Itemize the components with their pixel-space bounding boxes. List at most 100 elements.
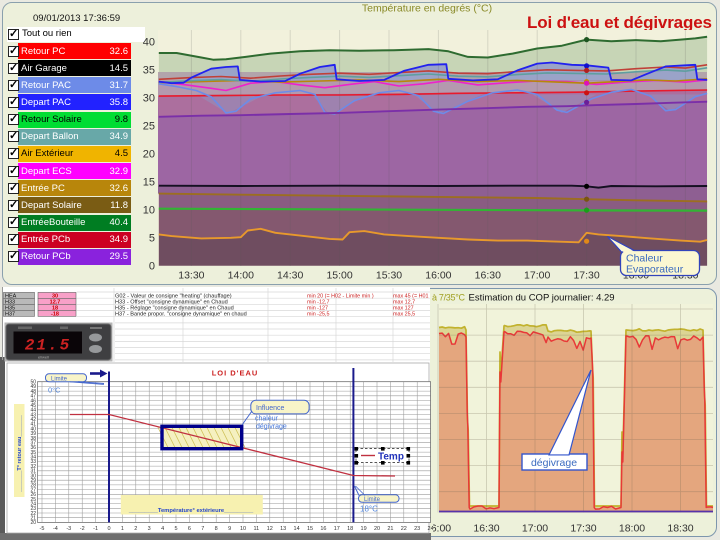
svg-text:47: 47: [30, 394, 36, 400]
svg-text:40: 40: [143, 36, 155, 48]
svg-text:min -25,5: min -25,5: [307, 311, 329, 317]
svg-text:32: 32: [30, 464, 36, 470]
svg-text:46: 46: [30, 398, 36, 404]
svg-text:27: 27: [30, 487, 36, 493]
svg-text:Temp: Temp: [378, 452, 404, 463]
svg-text:19: 19: [361, 526, 367, 532]
svg-text:Température en degrés (°C): Température en degrés (°C): [362, 3, 492, 15]
svg-text:-18: -18: [51, 311, 59, 317]
svg-text:35: 35: [30, 450, 36, 456]
svg-text:23: 23: [414, 526, 420, 532]
svg-text:42: 42: [30, 417, 36, 423]
svg-text:14:00: 14:00: [228, 270, 254, 282]
svg-text:17:30: 17:30: [570, 523, 596, 535]
svg-text:-5: -5: [40, 526, 45, 532]
svg-text:25: 25: [30, 497, 36, 503]
svg-text:25: 25: [143, 120, 155, 132]
svg-text:0: 0: [107, 526, 110, 532]
svg-text:30: 30: [143, 92, 155, 104]
svg-text:15:00: 15:00: [326, 270, 352, 282]
svg-text:Evaporateur: Evaporateur: [626, 264, 684, 276]
svg-text:18:00: 18:00: [619, 523, 645, 535]
svg-text:16: 16: [320, 526, 326, 532]
svg-text:28: 28: [30, 483, 36, 489]
svg-text:0: 0: [149, 260, 155, 272]
svg-text:22: 22: [401, 526, 407, 532]
svg-text:5: 5: [174, 526, 177, 532]
svg-text:18:30: 18:30: [667, 523, 693, 535]
svg-text:21: 21: [30, 516, 36, 522]
svg-text:24: 24: [428, 526, 434, 532]
svg-text:H37 - Bande propor. "consigne: H37 - Bande propor. "consigne dynamique"…: [115, 311, 247, 317]
svg-text:max 25,5: max 25,5: [393, 311, 415, 317]
svg-text:9: 9: [228, 526, 231, 532]
svg-text:eliwell: eliwell: [38, 355, 49, 360]
svg-text:15: 15: [307, 526, 313, 532]
svg-text:40: 40: [30, 426, 36, 432]
svg-text:12: 12: [267, 526, 273, 532]
svg-text:15: 15: [143, 176, 155, 188]
svg-text:24: 24: [30, 501, 36, 507]
svg-text:35: 35: [143, 64, 155, 76]
svg-text:21.5: 21.5: [25, 337, 71, 355]
svg-text:20: 20: [143, 148, 155, 160]
svg-text:22: 22: [30, 511, 36, 517]
svg-text:17: 17: [334, 526, 340, 532]
svg-text:à 7/35°C: à 7/35°C: [432, 293, 466, 303]
svg-text:_________Température° extérieu: _________Température° extérieure________…: [128, 508, 254, 514]
svg-text:5: 5: [149, 232, 155, 244]
svg-text:23: 23: [30, 506, 36, 512]
svg-text:13:30: 13:30: [178, 270, 204, 282]
svg-text:HEA: HEA: [5, 293, 17, 299]
svg-text:45: 45: [30, 403, 36, 409]
svg-text:Chaleur: Chaleur: [626, 253, 663, 265]
svg-text:max 127: max 127: [393, 305, 414, 311]
svg-text:26: 26: [30, 492, 36, 498]
svg-text:13: 13: [280, 526, 286, 532]
svg-text:-4: -4: [53, 526, 58, 532]
svg-text:4: 4: [161, 526, 164, 532]
svg-text:30: 30: [30, 473, 36, 479]
svg-text:17:30: 17:30: [573, 270, 599, 282]
svg-text:39: 39: [30, 431, 36, 437]
svg-text:18: 18: [52, 305, 58, 311]
svg-text:Estimation du COP journalier:: Estimation du COP journalier: 4.29: [469, 293, 615, 304]
svg-text:_______T° retour eau_______: _______T° retour eau_______: [17, 414, 23, 493]
svg-text:-2: -2: [80, 526, 85, 532]
svg-text:min 20 (= H02 - Limite min ): min 20 (= H02 - Limite min ): [307, 293, 374, 299]
svg-text:Limite: Limite: [364, 497, 381, 503]
svg-text:41: 41: [30, 422, 36, 428]
svg-text:38: 38: [30, 436, 36, 442]
svg-text:33: 33: [30, 459, 36, 465]
svg-text:44: 44: [30, 408, 36, 414]
svg-text:20: 20: [374, 526, 380, 532]
svg-text:H33: H33: [5, 299, 15, 305]
svg-text:-3: -3: [66, 526, 71, 532]
svg-text:-1: -1: [93, 526, 98, 532]
svg-text:14:30: 14:30: [277, 270, 303, 282]
svg-text:dégivrage: dégivrage: [256, 424, 287, 431]
svg-text:G02 - Valeur de consigne "heat: G02 - Valeur de consigne "heating" (chau…: [115, 293, 232, 299]
svg-text:36: 36: [30, 445, 36, 451]
svg-text:7: 7: [201, 526, 204, 532]
svg-text:10: 10: [143, 204, 155, 216]
svg-text:3: 3: [148, 526, 151, 532]
svg-text:min -12,7: min -12,7: [307, 299, 329, 305]
svg-text:17:00: 17:00: [522, 523, 548, 535]
svg-text:8: 8: [215, 526, 218, 532]
svg-text:max 45 (= H01: max 45 (= H01: [393, 293, 429, 299]
svg-text:2: 2: [134, 526, 137, 532]
svg-text:21: 21: [387, 526, 393, 532]
svg-text:15:30: 15:30: [376, 270, 402, 282]
svg-text:H35: H35: [5, 305, 15, 311]
svg-text:H37: H37: [5, 311, 15, 317]
svg-text:LOI D'EAU: LOI D'EAU: [212, 369, 259, 378]
svg-text:11: 11: [254, 526, 260, 532]
svg-text:29: 29: [30, 478, 36, 484]
svg-text:max 12,7: max 12,7: [393, 299, 415, 305]
svg-text:dégivrage: dégivrage: [531, 457, 577, 469]
svg-text:H35 - Réglage "consigne dynami: H35 - Réglage "consigne dynamique" en Ch…: [115, 305, 234, 311]
svg-text:37: 37: [30, 441, 36, 447]
svg-text:18: 18: [347, 526, 353, 532]
svg-text:min -127: min -127: [307, 305, 328, 311]
